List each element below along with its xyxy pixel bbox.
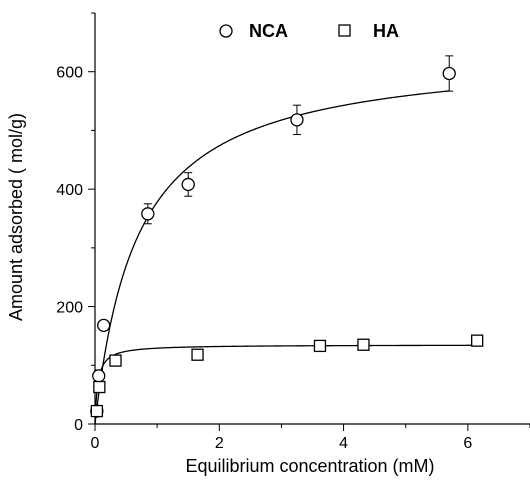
x-tick-label: 4 bbox=[339, 435, 348, 452]
data-point-ha bbox=[93, 380, 106, 394]
y-tick-label: 600 bbox=[56, 65, 83, 82]
y-tick-label: 0 bbox=[74, 417, 83, 434]
x-tick-label: 2 bbox=[215, 435, 224, 452]
x-axis-label: Equilibrium concentration (mM) bbox=[185, 456, 434, 476]
data-point-nca bbox=[97, 318, 111, 333]
data-point-ha bbox=[109, 354, 122, 367]
data-point-nca bbox=[290, 113, 304, 127]
y-axis-label: Amount adsorbed ( mol/g) bbox=[6, 113, 26, 321]
data-point-ha bbox=[191, 348, 204, 361]
y-tick-label: 400 bbox=[56, 182, 83, 199]
data-point-ha bbox=[357, 338, 370, 351]
legend-ha-marker bbox=[338, 24, 351, 37]
y-tick-label: 200 bbox=[56, 300, 83, 317]
data-point-ha bbox=[313, 339, 327, 353]
data-point-ha bbox=[471, 334, 484, 347]
data-point-nca bbox=[442, 66, 456, 81]
legend: NCA HA bbox=[219, 21, 399, 41]
data-point-nca bbox=[141, 207, 155, 221]
data-point-nca bbox=[92, 369, 106, 383]
legend-ha-label: HA bbox=[373, 21, 399, 41]
x-tick-label: 6 bbox=[463, 435, 472, 452]
plot-area: 0 200 400 600 0 2 4 6 bbox=[56, 12, 530, 452]
data-point-nca bbox=[181, 177, 195, 192]
legend-nca-marker bbox=[219, 24, 233, 38]
fit-curve-ha bbox=[94, 344, 478, 424]
x-tick-label: 0 bbox=[91, 435, 100, 452]
data-marks bbox=[90, 55, 484, 425]
fit-curve-nca bbox=[94, 90, 450, 425]
legend-nca-label: NCA bbox=[249, 21, 288, 41]
data-point-ha bbox=[90, 404, 104, 418]
